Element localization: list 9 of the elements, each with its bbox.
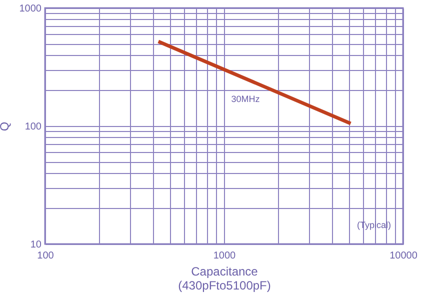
y-tick-label: 1000 (19, 4, 42, 14)
annotation: 30MHz (231, 94, 260, 104)
y-tick-label: 10 (30, 240, 42, 250)
x-tick-label: 1000 (213, 250, 236, 262)
x-tick-label: 10000 (390, 250, 418, 262)
y-tick-label: 100 (24, 122, 42, 132)
x-tick-label: 100 (37, 250, 54, 262)
x-axis-title: Capacitance (430pFto5100pF) (178, 264, 271, 292)
y-axis-title: Q (0, 122, 12, 132)
